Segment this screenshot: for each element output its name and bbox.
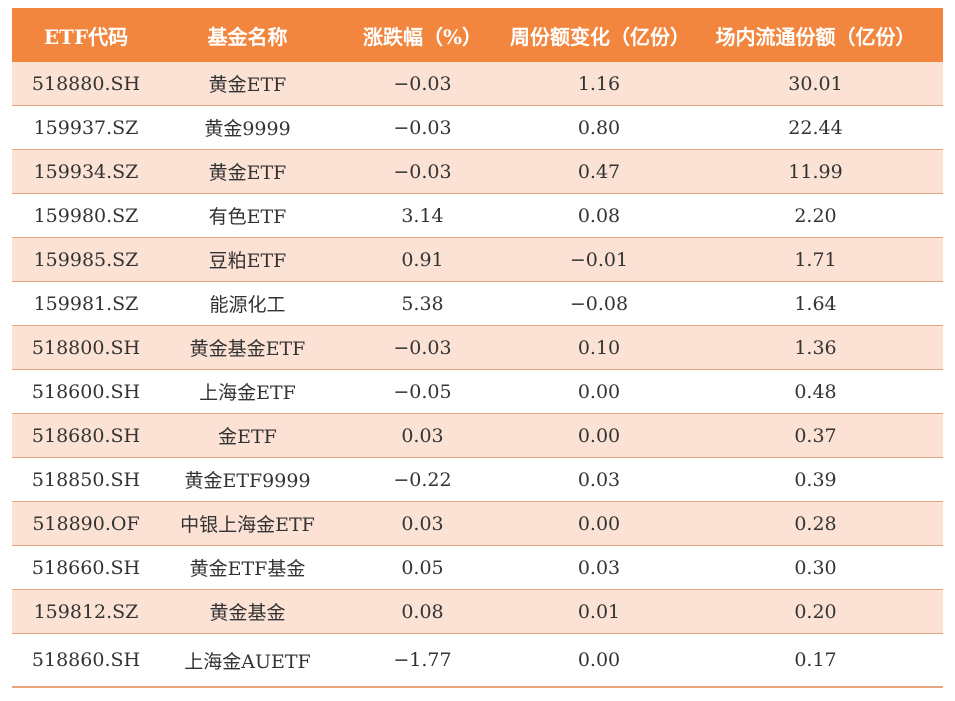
table-row: 518890.OF 中银上海金ETF 0.03 0.00 0.28 [12,501,943,546]
cell-circulating-shares: 1.36 [688,325,943,370]
cell-etf-code: 518850.SH [12,457,160,502]
table-row: 159812.SZ 黄金基金 0.08 0.01 0.20 [12,589,943,634]
cell-change-pct: −1.77 [335,633,510,688]
cell-etf-code: 518660.SH [12,545,160,590]
cell-fund-name: 黄金ETF9999 [160,457,335,502]
cell-etf-code: 518600.SH [12,369,160,414]
table-row: 518880.SH 黄金ETF −0.03 1.16 30.01 [12,62,943,106]
cell-circulating-shares: 0.37 [688,413,943,458]
cell-etf-code: 159981.SZ [12,281,160,326]
cell-fund-name: 能源化工 [160,281,335,326]
cell-etf-code: 159985.SZ [12,237,160,282]
cell-weekly-share-change: 0.00 [510,633,688,688]
table-row: 159937.SZ 黄金9999 −0.03 0.80 22.44 [12,105,943,150]
table-row: 518680.SH 金ETF 0.03 0.00 0.37 [12,413,943,458]
cell-circulating-shares: 1.71 [688,237,943,282]
table-row: 159934.SZ 黄金ETF −0.03 0.47 11.99 [12,149,943,194]
cell-change-pct: 3.14 [335,193,510,238]
header-fund-name: 基金名称 [160,8,335,62]
cell-change-pct: 0.05 [335,545,510,590]
cell-change-pct: 0.03 [335,413,510,458]
cell-circulating-shares: 1.64 [688,281,943,326]
cell-weekly-share-change: −0.08 [510,281,688,326]
cell-change-pct: −0.03 [335,149,510,194]
cell-circulating-shares: 0.48 [688,369,943,414]
header-circulating-shares: 场内流通份额（亿份） [688,8,943,62]
cell-change-pct: −0.03 [335,105,510,150]
cell-etf-code: 518680.SH [12,413,160,458]
cell-change-pct: −0.22 [335,457,510,502]
cell-change-pct: 5.38 [335,281,510,326]
cell-weekly-share-change: 0.00 [510,369,688,414]
cell-etf-code: 518800.SH [12,325,160,370]
cell-circulating-shares: 0.20 [688,589,943,634]
cell-weekly-share-change: −0.01 [510,237,688,282]
cell-circulating-shares: 30.01 [688,62,943,106]
cell-weekly-share-change: 0.03 [510,457,688,502]
cell-fund-name: 中银上海金ETF [160,501,335,546]
table-row: 518660.SH 黄金ETF基金 0.05 0.03 0.30 [12,545,943,590]
cell-fund-name: 有色ETF [160,193,335,238]
header-row: ETF代码 基金名称 涨跌幅（%） 周份额变化（亿份） 场内流通份额（亿份） [12,8,943,62]
table-header: ETF代码 基金名称 涨跌幅（%） 周份额变化（亿份） 场内流通份额（亿份） [12,8,943,62]
cell-weekly-share-change: 0.01 [510,589,688,634]
cell-circulating-shares: 0.30 [688,545,943,590]
cell-circulating-shares: 22.44 [688,105,943,150]
cell-change-pct: −0.03 [335,62,510,106]
cell-weekly-share-change: 0.47 [510,149,688,194]
cell-etf-code: 518860.SH [12,633,160,688]
cell-change-pct: 0.91 [335,237,510,282]
cell-fund-name: 黄金基金ETF [160,325,335,370]
cell-change-pct: −0.03 [335,325,510,370]
table-row: 159985.SZ 豆粕ETF 0.91 −0.01 1.71 [12,237,943,282]
cell-fund-name: 黄金ETF [160,62,335,106]
cell-weekly-share-change: 0.03 [510,545,688,590]
cell-etf-code: 518880.SH [12,62,160,106]
cell-fund-name: 上海金ETF [160,369,335,414]
cell-fund-name: 金ETF [160,413,335,458]
table-row: 518850.SH 黄金ETF9999 −0.22 0.03 0.39 [12,457,943,502]
table-row: 159980.SZ 有色ETF 3.14 0.08 2.20 [12,193,943,238]
cell-circulating-shares: 0.17 [688,633,943,688]
cell-fund-name: 黄金9999 [160,105,335,150]
header-change-pct: 涨跌幅（%） [335,8,510,62]
cell-circulating-shares: 0.39 [688,457,943,502]
table-row: 518800.SH 黄金基金ETF −0.03 0.10 1.36 [12,325,943,370]
cell-etf-code: 159980.SZ [12,193,160,238]
header-etf-code: ETF代码 [12,8,160,62]
cell-weekly-share-change: 0.00 [510,413,688,458]
cell-etf-code: 159937.SZ [12,105,160,150]
table-row: 518600.SH 上海金ETF −0.05 0.00 0.48 [12,369,943,414]
cell-weekly-share-change: 0.10 [510,325,688,370]
cell-fund-name: 豆粕ETF [160,237,335,282]
cell-etf-code: 159934.SZ [12,149,160,194]
cell-change-pct: 0.03 [335,501,510,546]
cell-weekly-share-change: 1.16 [510,62,688,106]
table-body: 518880.SH 黄金ETF −0.03 1.16 30.01 159937.… [12,62,943,688]
cell-fund-name: 黄金ETF基金 [160,545,335,590]
cell-weekly-share-change: 0.00 [510,501,688,546]
header-weekly-share-change: 周份额变化（亿份） [510,8,690,62]
cell-change-pct: −0.05 [335,369,510,414]
cell-fund-name: 黄金ETF [160,149,335,194]
cell-fund-name: 上海金AUETF [160,633,335,688]
table-row: 518860.SH 上海金AUETF −1.77 0.00 0.17 [12,633,943,688]
cell-fund-name: 黄金基金 [160,589,335,634]
etf-table: ETF代码 基金名称 涨跌幅（%） 周份额变化（亿份） 场内流通份额（亿份） 5… [12,8,943,688]
cell-etf-code: 159812.SZ [12,589,160,634]
cell-etf-code: 518890.OF [12,501,160,546]
cell-circulating-shares: 11.99 [688,149,943,194]
cell-change-pct: 0.08 [335,589,510,634]
cell-weekly-share-change: 0.80 [510,105,688,150]
cell-circulating-shares: 0.28 [688,501,943,546]
cell-circulating-shares: 2.20 [688,193,943,238]
cell-weekly-share-change: 0.08 [510,193,688,238]
table-row: 159981.SZ 能源化工 5.38 −0.08 1.64 [12,281,943,326]
